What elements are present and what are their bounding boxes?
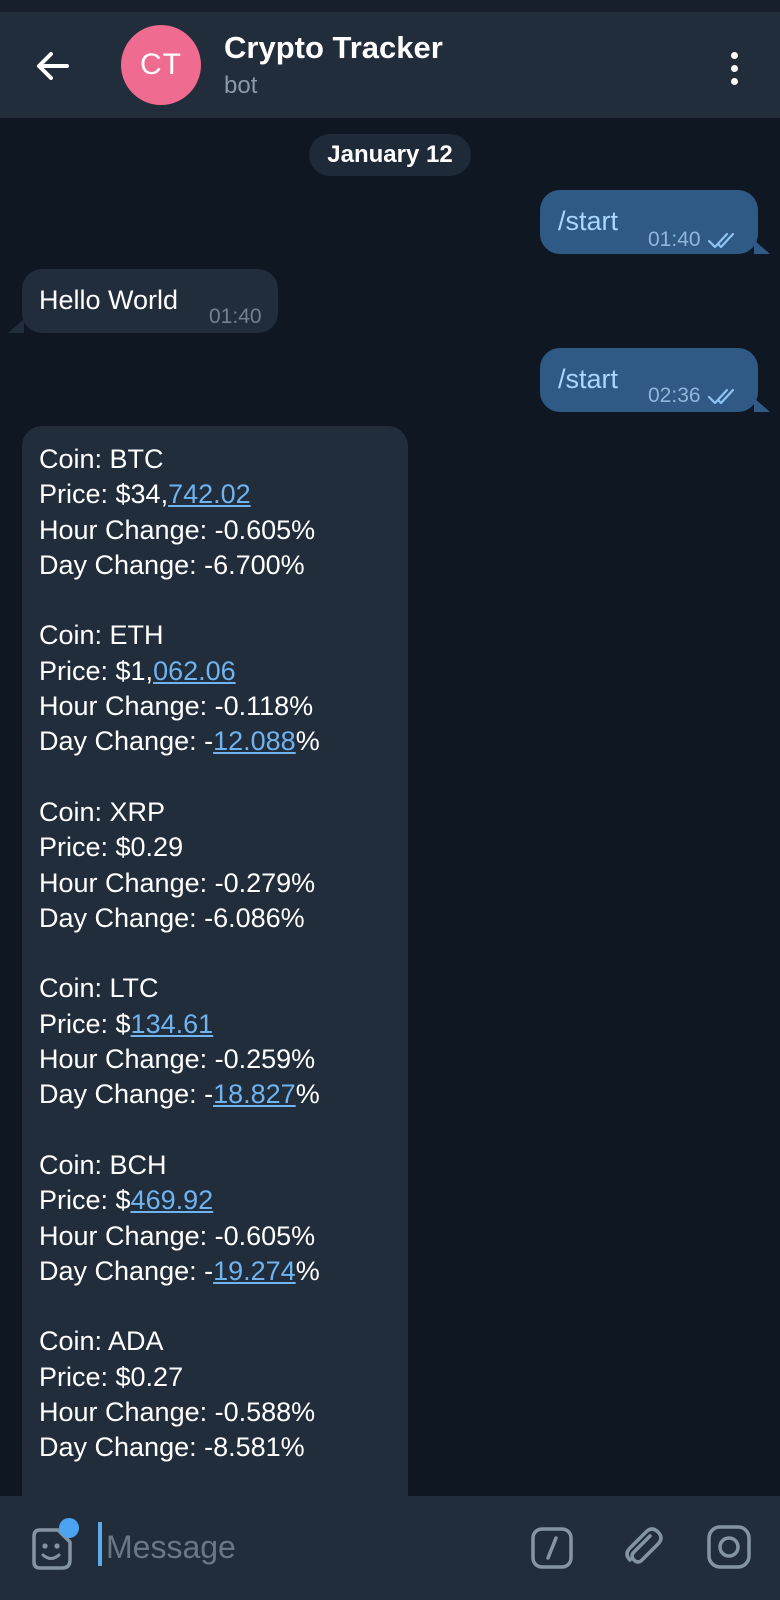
outgoing-message[interactable]: /start 02:36 [540, 348, 758, 412]
day-change-link[interactable]: 12.088 [213, 726, 296, 757]
coin-label: Coin: ADA [39, 1326, 164, 1357]
coin-hour-change: Hour Change: -0.259% [39, 1044, 316, 1075]
coin-entry: Coin: ADA Price: $0.27 Hour Change: -0.5… [39, 1324, 320, 1465]
coin-price: Price: $34,742.02 [39, 477, 320, 512]
coin-label: Coin: BCH [39, 1149, 167, 1180]
price-text: Price: $0.29 [39, 832, 184, 863]
sticker-button[interactable] [28, 1526, 74, 1572]
coin-price: Price: $469.92 [39, 1183, 320, 1218]
coin-label: Coin: ETH [39, 620, 164, 651]
coin-day-change: Day Change: -19.274% [39, 1254, 320, 1289]
price-text: Price: $1, [39, 655, 154, 686]
date-separator: January 12 [309, 134, 471, 176]
coin-hour-change: Hour Change: -0.118% [39, 691, 314, 722]
price-link[interactable]: 469.92 [130, 1185, 214, 1216]
day-change-suffix: % [295, 726, 320, 757]
camera-icon [707, 1525, 751, 1569]
coin-label: Coin: BTC [39, 444, 164, 474]
price-text: Price: $34, [39, 479, 169, 510]
sticker-icon [32, 1528, 72, 1570]
bot-command-icon [531, 1527, 573, 1569]
notification-dot [59, 1518, 79, 1538]
coin-hour-change: Hour Change: -0.279% [39, 867, 316, 898]
coin-report-message[interactable]: Coin: BTC Price: $34,742.02 Hour Change:… [22, 426, 408, 1496]
attach-icon [625, 1527, 663, 1564]
day-change-text: Day Change: - [39, 1255, 214, 1286]
chat-subtitle: bot [224, 72, 258, 99]
coin-price: Price: $1,062.06 [39, 654, 320, 689]
coin-day-change: Day Change: -6.700% [39, 548, 320, 583]
text-cursor [98, 1522, 102, 1566]
coin-price: Price: $0.29 [39, 830, 320, 865]
back-arrow-icon [37, 52, 69, 80]
bubble-tail [754, 240, 770, 254]
bubble-tail [754, 398, 770, 412]
coin-entry: Coin: ETH Price: $1,062.06 Hour Change: … [39, 618, 320, 794]
day-change-link[interactable]: 19.274 [213, 1255, 296, 1286]
message-text: /start [558, 364, 619, 394]
bubble-tail [8, 319, 24, 333]
price-text: Price: $ [39, 1185, 131, 1216]
coin-label: Coin: LTC [39, 973, 159, 1004]
coin-hour-change: Hour Change: -0.605% [39, 514, 316, 545]
message-text: /start [558, 206, 619, 236]
status-bar [0, 0, 780, 12]
coin-day-change: Day Change: -12.088% [39, 724, 320, 759]
double-check-icon [707, 388, 734, 404]
coin-entry: Coin: BCH Price: $469.92 Hour Change: -0… [39, 1148, 320, 1324]
coin-entry: Coin: XRP Price: $0.29 Hour Change: -0.2… [39, 795, 320, 971]
price-text: Price: $0.27 [39, 1361, 184, 1392]
price-link[interactable]: 134.61 [130, 1008, 214, 1039]
message-time: 01:40 [648, 228, 701, 251]
day-change-text: Day Change: -6.700% [39, 549, 305, 580]
camera-button[interactable] [706, 1524, 752, 1570]
coin-day-change: Day Change: -18.827% [39, 1077, 320, 1112]
message-time: 02:36 [648, 384, 701, 407]
message-composer [0, 1496, 780, 1600]
coin-hour-change: Hour Change: -0.605% [39, 1220, 316, 1251]
menu-dot-icon [730, 51, 738, 59]
coin-label: Coin: XRP [39, 796, 166, 827]
price-link[interactable]: 742.02 [168, 479, 251, 510]
coin-entry: Coin: LTC Price: $134.61 Hour Change: -0… [39, 971, 320, 1147]
coin-price: Price: $134.61 [39, 1007, 320, 1042]
day-change-text: Day Change: -6.086% [39, 902, 305, 933]
menu-dot-icon [730, 64, 738, 72]
coin-price: Price: $0.27 [39, 1360, 320, 1395]
message-time: 01:40 [209, 305, 262, 328]
coin-hour-change: Hour Change: -0.588% [39, 1397, 316, 1428]
more-options-button[interactable] [716, 46, 752, 90]
double-check-icon [707, 232, 734, 248]
day-change-text: Day Change: -8.581% [39, 1432, 305, 1463]
bot-command-button[interactable] [530, 1526, 574, 1570]
back-button[interactable] [28, 42, 76, 90]
day-change-suffix: % [295, 1255, 320, 1286]
day-change-text: Day Change: - [39, 726, 214, 757]
coin-entry: Coin: BTC Price: $34,742.02 Hour Change:… [39, 442, 320, 618]
day-change-link[interactable]: 18.827 [213, 1079, 296, 1110]
message-list[interactable]: January 12 /start 01:40 Hello World 01:4… [0, 118, 780, 1496]
chat-title[interactable]: Crypto Tracker [224, 30, 443, 65]
outgoing-message[interactable]: /start 01:40 [540, 190, 758, 254]
attach-button[interactable] [620, 1522, 666, 1572]
incoming-message[interactable]: Hello World 01:40 [22, 269, 278, 333]
avatar[interactable]: CT [121, 25, 201, 105]
chat-header: CT Crypto Tracker bot [0, 12, 780, 118]
coin-day-change: Day Change: -8.581% [39, 1430, 320, 1465]
price-text: Price: $ [39, 1008, 131, 1039]
price-link[interactable]: 062.06 [153, 655, 236, 686]
menu-dot-icon [730, 77, 738, 85]
coin-report-body: Coin: BTC Price: $34,742.02 Hour Change:… [39, 442, 320, 1466]
day-change-text: Day Change: - [39, 1079, 214, 1110]
day-change-suffix: % [295, 1079, 320, 1110]
message-text: Hello World [39, 285, 179, 315]
message-input[interactable] [104, 1520, 508, 1574]
coin-day-change: Day Change: -6.086% [39, 901, 320, 936]
